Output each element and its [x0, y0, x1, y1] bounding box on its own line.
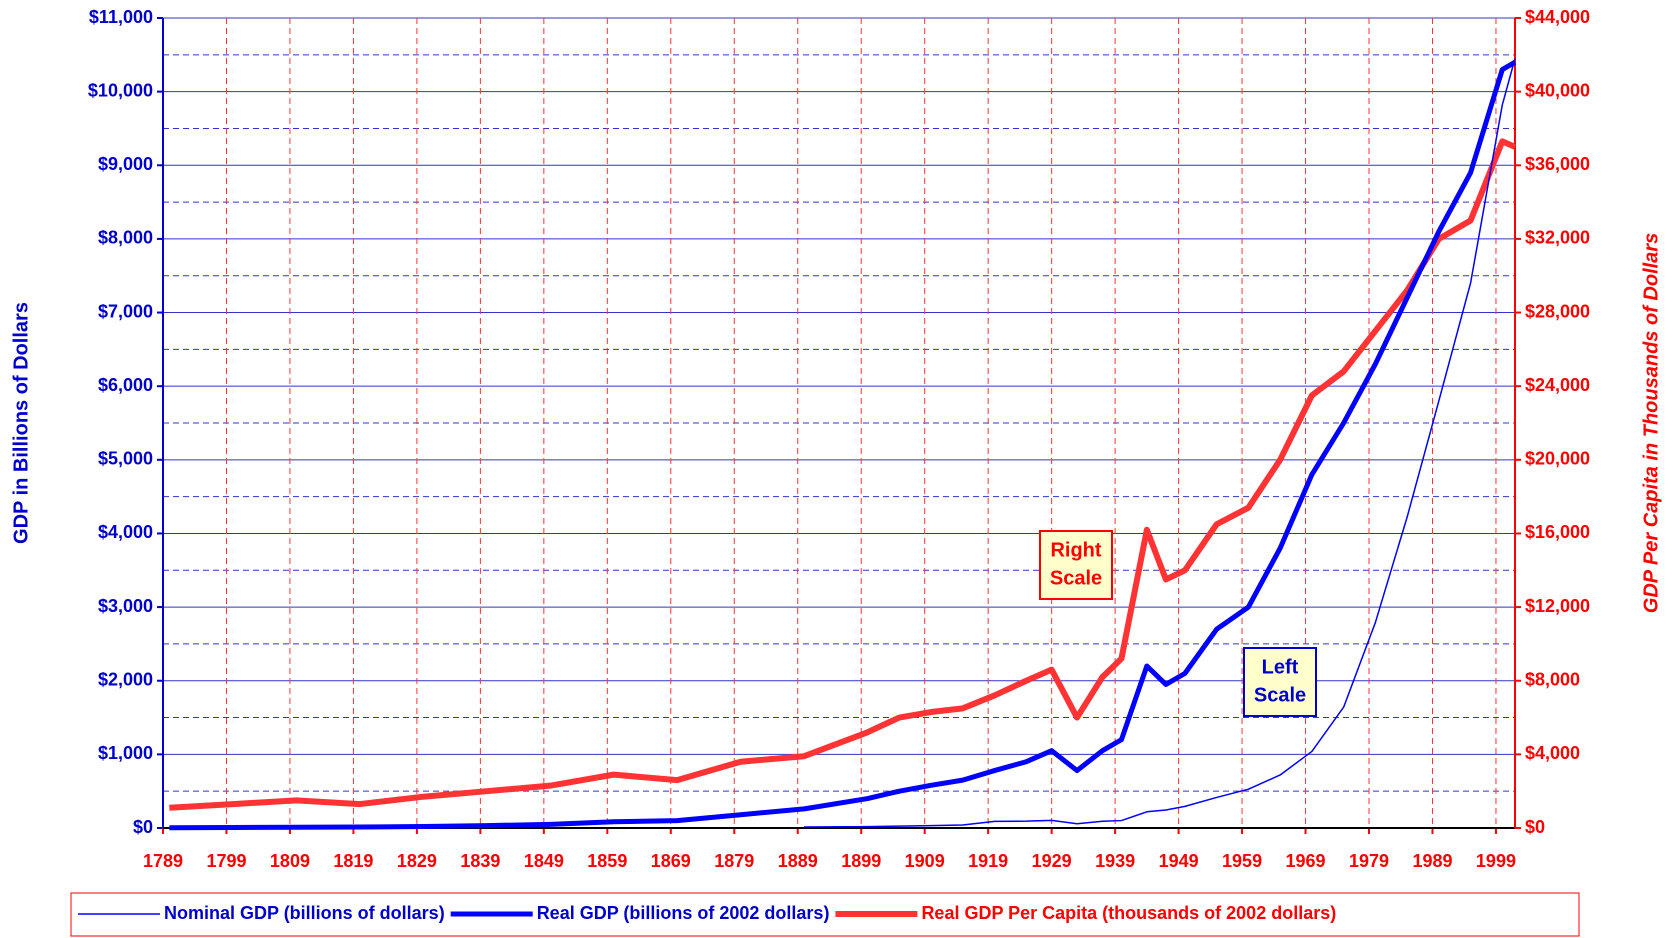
annotation-text: Right — [1050, 539, 1101, 561]
y2-tick-label: $40,000 — [1525, 80, 1590, 100]
x-tick-label: 1979 — [1349, 851, 1389, 871]
x-tick-label: 1809 — [270, 851, 310, 871]
y-tick-label: $3,000 — [98, 596, 153, 616]
x-tick-label: 1889 — [778, 851, 818, 871]
y-tick-label: $6,000 — [98, 375, 153, 395]
x-tick-label: 1789 — [143, 851, 183, 871]
series-line — [169, 138, 1517, 811]
annotation-text: Scale — [1050, 567, 1102, 589]
legend-label: Real GDP Per Capita (thousands of 2002 d… — [921, 903, 1336, 923]
x-tick-label: 1899 — [841, 851, 881, 871]
x-tick-label: 1969 — [1286, 851, 1326, 871]
x-tick-label: 1999 — [1476, 851, 1516, 871]
legend-label: Nominal GDP (billions of dollars) — [164, 903, 445, 923]
x-tick-label: 1909 — [905, 851, 945, 871]
legend-label: Real GDP (billions of 2002 dollars) — [537, 903, 830, 923]
annotation-box — [1039, 530, 1113, 600]
y-tick-label: $9,000 — [98, 154, 153, 174]
x-tick-label: 1819 — [333, 851, 373, 871]
x-tick-label: 1919 — [968, 851, 1008, 871]
x-tick-label: 1959 — [1222, 851, 1262, 871]
y-tick-label: $11,000 — [89, 7, 153, 27]
annotation-box — [1243, 647, 1317, 717]
series-line — [804, 58, 1516, 828]
y2-tick-label: $24,000 — [1525, 375, 1590, 395]
x-tick-label: 1949 — [1159, 851, 1199, 871]
y2-axis-title: GDP Per Capita in Thousands of Dollars — [1640, 233, 1662, 613]
annotation-text: Scale — [1254, 684, 1306, 706]
x-tick-label: 1849 — [524, 851, 564, 871]
annotation-text: Left — [1262, 656, 1299, 678]
y-tick-label: $5,000 — [98, 449, 153, 469]
y2-tick-label: $8,000 — [1525, 669, 1580, 689]
y-tick-label: $1,000 — [98, 743, 153, 763]
y2-tick-label: $44,000 — [1525, 7, 1590, 27]
legend-box — [70, 892, 1580, 937]
x-tick-label: 1829 — [397, 851, 437, 871]
x-tick-label: 1859 — [587, 851, 627, 871]
y-tick-label: $7,000 — [98, 301, 153, 321]
x-tick-label: 1869 — [651, 851, 691, 871]
y-tick-label: $4,000 — [98, 522, 153, 542]
x-tick-label: 1879 — [714, 851, 754, 871]
y2-tick-label: $12,000 — [1525, 596, 1590, 616]
y2-tick-label: $0 — [1525, 817, 1545, 837]
x-tick-label: 1929 — [1032, 851, 1072, 871]
y-tick-label: $2,000 — [98, 669, 153, 689]
y2-tick-label: $32,000 — [1525, 228, 1590, 248]
y2-tick-label: $28,000 — [1525, 301, 1590, 321]
y-axis-title: GDP in Billions of Dollars — [10, 302, 32, 544]
x-tick-label: 1839 — [460, 851, 500, 871]
y-tick-label: $8,000 — [98, 228, 153, 248]
x-tick-label: 1939 — [1095, 851, 1135, 871]
x-tick-label: 1799 — [206, 851, 246, 871]
y2-tick-label: $16,000 — [1525, 522, 1590, 542]
y2-tick-label: $20,000 — [1525, 449, 1590, 469]
y-tick-label: $0 — [133, 817, 153, 837]
x-tick-label: 1989 — [1412, 851, 1452, 871]
y2-tick-label: $4,000 — [1525, 743, 1580, 763]
y2-tick-label: $36,000 — [1525, 154, 1590, 174]
y-tick-label: $10,000 — [88, 80, 153, 100]
series-line — [169, 60, 1517, 831]
